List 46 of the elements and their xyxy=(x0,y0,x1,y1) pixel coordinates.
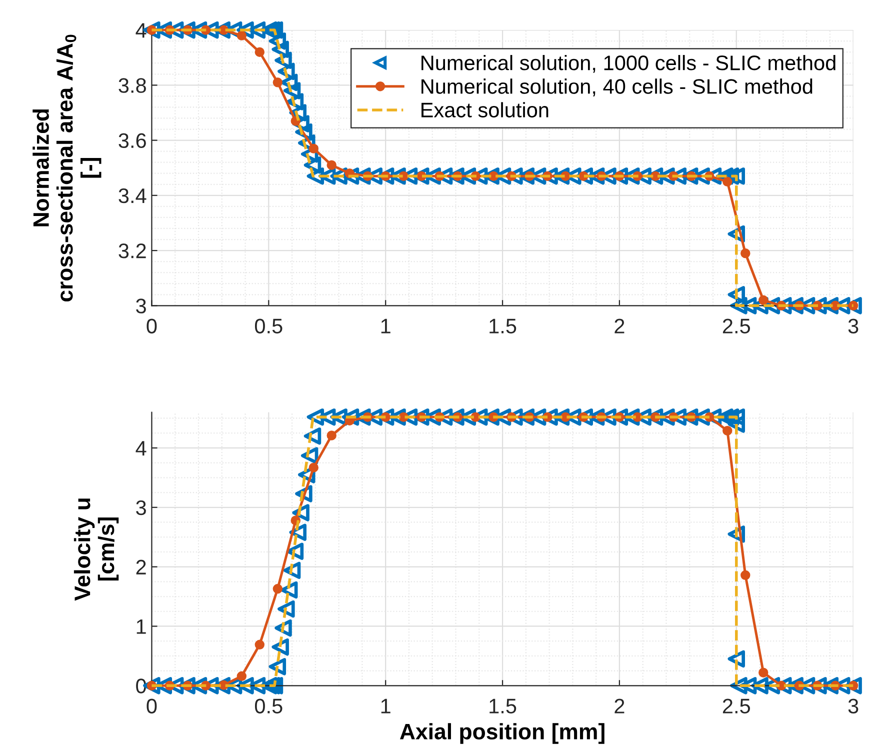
y-tick-label: 3 xyxy=(136,500,146,516)
y-tick-label: 4 xyxy=(136,441,146,456)
point xyxy=(308,144,318,154)
point xyxy=(254,47,265,57)
y-tick-label: 3.6 xyxy=(118,133,146,148)
x-tick-label: 0.5 xyxy=(254,698,282,714)
point xyxy=(308,462,318,472)
y-axis-title: Velocity u [cm/s] xyxy=(74,498,119,601)
x-tick-label: 0 xyxy=(146,318,157,334)
point xyxy=(758,295,768,306)
x-tick-label: 0 xyxy=(146,698,157,714)
x-tick-label: 1.5 xyxy=(490,318,516,334)
point xyxy=(326,430,336,440)
legend-label: Numerical solution, 1000 cells - SLIC method xyxy=(422,54,836,73)
y-tick-label: 1 xyxy=(136,619,146,634)
x-tick-label: 1 xyxy=(381,318,390,334)
x-tick-label: 1.5 xyxy=(490,698,516,714)
y-tick-label: 2 xyxy=(136,560,146,574)
point xyxy=(272,78,283,88)
x-tick-label: 2 xyxy=(614,698,624,714)
x-tick-label: 2.5 xyxy=(722,318,750,334)
text: Normalized cross-sectional area A/A$_{0}$ [-] xyxy=(32,34,102,302)
point xyxy=(740,570,750,580)
legend-label: Exact solution xyxy=(422,102,548,118)
point xyxy=(236,30,247,40)
y-tick-label: 3.4 xyxy=(118,188,146,204)
point xyxy=(758,668,768,678)
y-tick-label: 4 xyxy=(136,23,146,38)
x-axis-title: Axial position [mm] xyxy=(400,723,604,744)
x-tick-label: 0.5 xyxy=(254,318,282,334)
legend-label: Numerical solution, 40 cells - SLIC method xyxy=(422,78,812,96)
y-tick-label: 3 xyxy=(136,298,146,314)
y-tick-label: 3.8 xyxy=(118,78,146,93)
x-tick-label: 2 xyxy=(614,318,624,334)
point xyxy=(254,640,265,650)
point xyxy=(722,176,732,186)
point xyxy=(740,248,750,258)
point xyxy=(722,426,732,436)
x-tick-label: 2.5 xyxy=(722,698,750,714)
x-tick-label: 3 xyxy=(848,318,858,334)
point xyxy=(326,160,336,170)
x-tick-label: 3 xyxy=(848,698,858,714)
y-tick-label: 3.2 xyxy=(118,244,146,258)
point xyxy=(236,671,247,682)
x-tick-label: 1 xyxy=(381,698,390,714)
point xyxy=(272,584,283,594)
